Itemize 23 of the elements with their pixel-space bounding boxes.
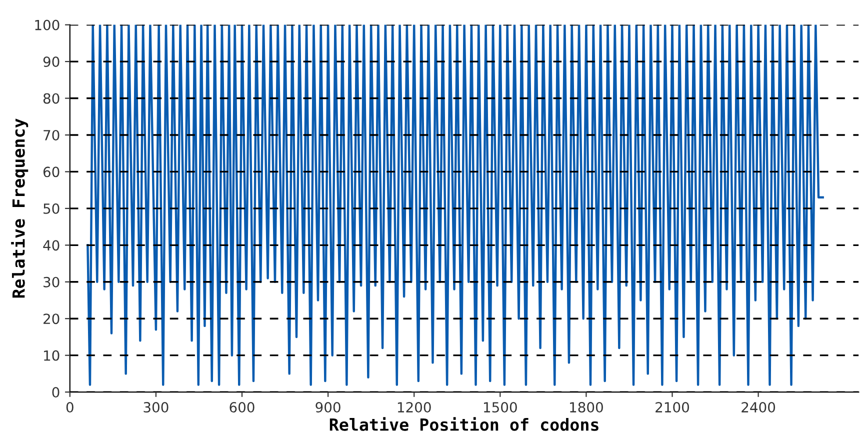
- y-tick-label: 20: [44, 314, 60, 324]
- y-axis-title: Relative Frequency: [11, 118, 28, 298]
- x-tick-label: 0: [66, 402, 74, 413]
- x-tick-label: 300: [144, 402, 168, 413]
- x-tick-label: 1200: [398, 402, 431, 413]
- y-tick-label: 90: [43, 56, 60, 68]
- y-tick-label: 40: [43, 240, 60, 251]
- x-tick-label: 1800: [570, 402, 603, 413]
- y-tick-label: 70: [44, 130, 60, 140]
- x-axis-title: Relative Position of codons: [330, 417, 598, 431]
- x-tick-label: 600: [230, 402, 254, 413]
- x-tick-label: 2400: [742, 402, 776, 413]
- y-tick-label: 100: [35, 20, 60, 30]
- x-tick-label: 2100: [656, 402, 689, 413]
- y-tick-label: 10: [44, 350, 60, 361]
- y-tick-label: 0: [52, 387, 60, 398]
- x-tick-label: 1500: [484, 402, 517, 413]
- line-series: [86, 24, 824, 386]
- y-tick-label: 30: [44, 276, 60, 288]
- x-tick-label: 900: [316, 402, 340, 413]
- y-tick-label: 60: [43, 166, 60, 178]
- y-tick-label: 80: [43, 93, 60, 104]
- y-tick-label: 50: [44, 203, 60, 214]
